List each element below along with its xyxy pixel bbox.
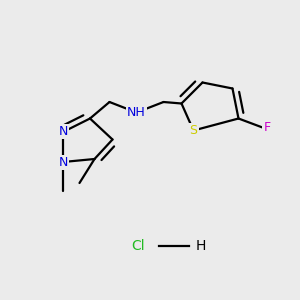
Text: H: H [196,239,206,253]
Text: N: N [58,125,68,139]
Text: S: S [190,124,197,137]
Text: F: F [263,121,271,134]
Text: NH: NH [127,106,146,119]
Text: N: N [58,155,68,169]
Text: Cl: Cl [131,239,145,253]
